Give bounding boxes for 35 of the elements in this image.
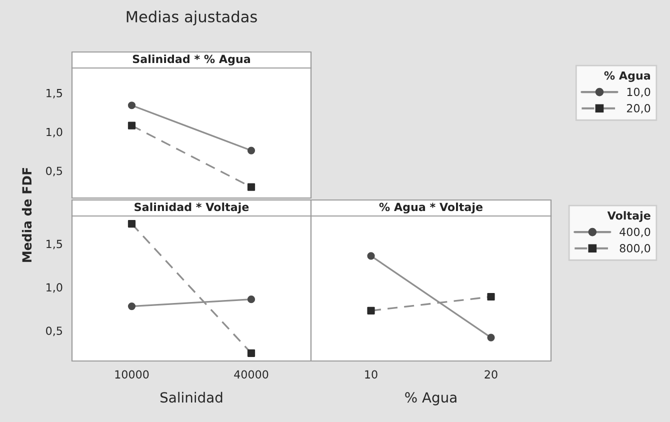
y-tick-label: 1,0 bbox=[46, 283, 62, 293]
x-tick-label: 20 bbox=[484, 370, 498, 379]
point bbox=[487, 292, 495, 301]
point bbox=[367, 252, 375, 260]
chart-title: % Agua * Voltaje bbox=[379, 202, 483, 214]
x-tick-label: 40000 bbox=[234, 370, 268, 379]
point bbox=[247, 349, 256, 357]
legend-label: 800,0 bbox=[620, 244, 650, 254]
point bbox=[128, 302, 136, 310]
legend-label: 10,0 bbox=[627, 88, 650, 98]
legend-label: 20,0 bbox=[626, 104, 650, 114]
chart-subtitle: Salinidad * % Agua bbox=[132, 54, 250, 66]
point bbox=[367, 306, 375, 314]
x-axis-title: Salinidad bbox=[160, 392, 222, 403]
x-tick-label: 10 bbox=[365, 370, 378, 379]
x-tick-label: 10000 bbox=[115, 370, 149, 379]
legend-title: % Agua bbox=[604, 71, 650, 82]
point bbox=[247, 296, 256, 304]
x-axis-title: % Agua bbox=[405, 392, 456, 406]
y-axis-title: Media de FDF bbox=[22, 168, 32, 262]
chart-title: Salinidad * Voltaje bbox=[134, 202, 249, 214]
legend-title: Voltaje bbox=[607, 211, 650, 222]
chart-title: Medias ajustadas bbox=[126, 10, 257, 26]
y-tick-label: 1,5 bbox=[46, 89, 62, 98]
point bbox=[128, 122, 136, 130]
legend-label: 400,0 bbox=[620, 228, 650, 238]
point bbox=[128, 102, 136, 110]
y-tick-label: 0,5 bbox=[46, 166, 62, 176]
point bbox=[247, 183, 256, 191]
point bbox=[128, 220, 136, 228]
y-tick-label: 1,0 bbox=[46, 128, 62, 138]
y-tick-label: 1,5 bbox=[46, 240, 62, 250]
point bbox=[487, 334, 495, 342]
y-tick-label: 0,5 bbox=[46, 326, 62, 336]
point bbox=[247, 146, 256, 154]
